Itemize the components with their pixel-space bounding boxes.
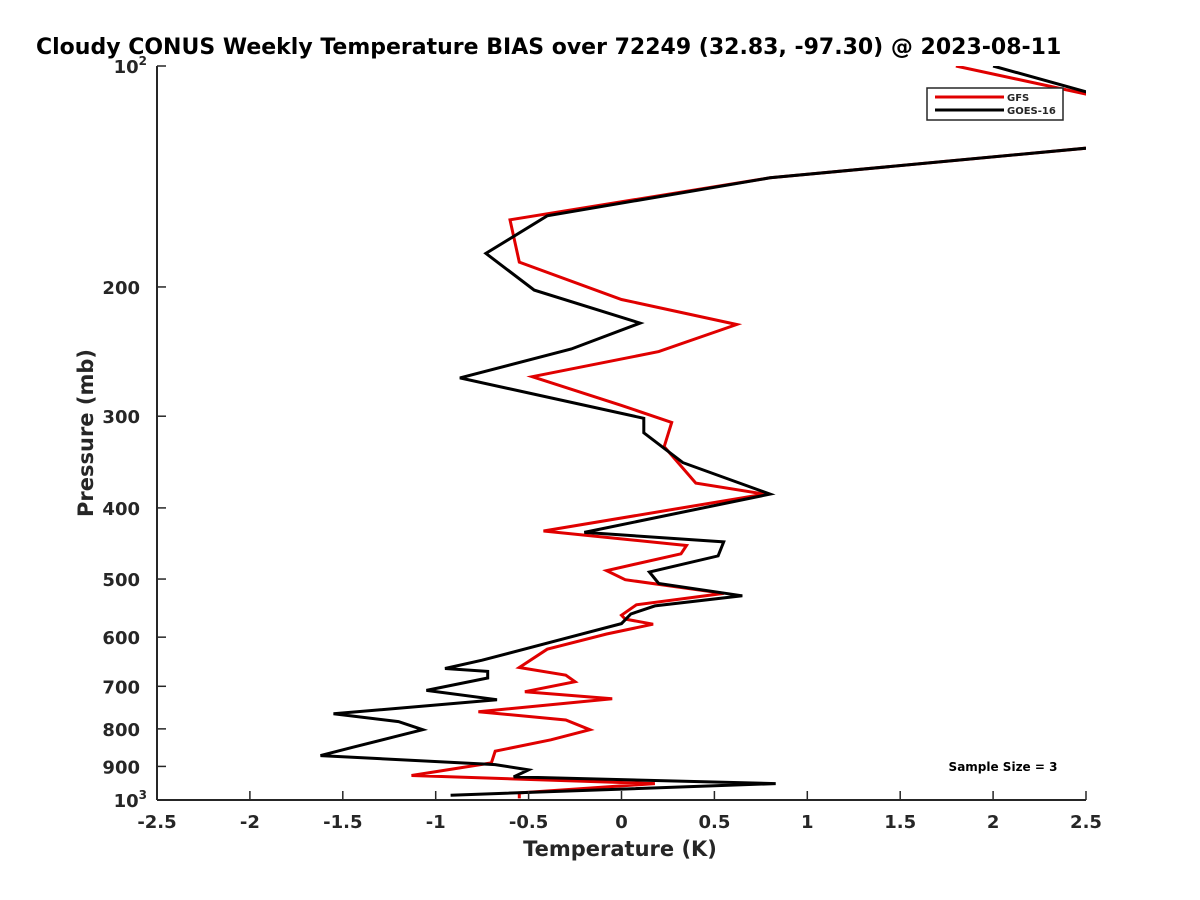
y-tick-label: 500 (102, 570, 140, 591)
x-tick-label: -2 (240, 812, 260, 833)
axes-layer (156, 66, 1086, 801)
y-axis-label: Pressure (mb) (74, 349, 98, 517)
x-tick-label: 2 (987, 812, 1000, 833)
x-tick-label: -1.5 (323, 812, 362, 833)
x-tick-label: 1.5 (884, 812, 916, 833)
legend-box (926, 87, 1064, 121)
y-tick-label: 800 (102, 720, 140, 741)
y-ticks: 102 200 300 400 500 600 700 800 900 103 (102, 54, 166, 812)
legend-label-gfs: GFS (1007, 93, 1029, 104)
x-tick-label: 0.5 (698, 812, 730, 833)
y-tick-label: 700 (102, 677, 140, 698)
y-tick-label: 900 (102, 757, 140, 778)
legend-label-goes16: GOES-16 (1007, 106, 1056, 117)
x-tick-label: 1 (801, 812, 814, 833)
x-tick-label: -2.5 (137, 812, 176, 833)
series-layer (320, 66, 1086, 799)
y-tick-label: 200 (102, 278, 140, 299)
y-tick-label: 400 (102, 499, 140, 520)
series-line-goes16 (320, 66, 1086, 797)
x-tick-label: -1 (426, 812, 446, 833)
chart-title: Cloudy CONUS Weekly Temperature BIAS ove… (36, 35, 1061, 60)
x-axis-label: Temperature (K) (523, 837, 717, 861)
x-tick-label: 2.5 (1070, 812, 1102, 833)
sample-size-annotation: Sample Size = 3 (949, 760, 1058, 774)
legend: GFS GOES-16 (926, 87, 1064, 121)
x-ticks: -2.5 -2 -1.5 -1 -0.5 0 0.5 1 1.5 2 2.5 (137, 791, 1102, 833)
series-line-gfs (411, 66, 1086, 799)
y-tick-label: 600 (102, 628, 140, 649)
y-tick-label: 102 (114, 54, 147, 78)
x-tick-label: 0 (615, 812, 628, 833)
x-tick-label: -0.5 (509, 812, 548, 833)
y-tick-label: 103 (114, 788, 147, 812)
y-tick-label: 300 (102, 407, 140, 428)
